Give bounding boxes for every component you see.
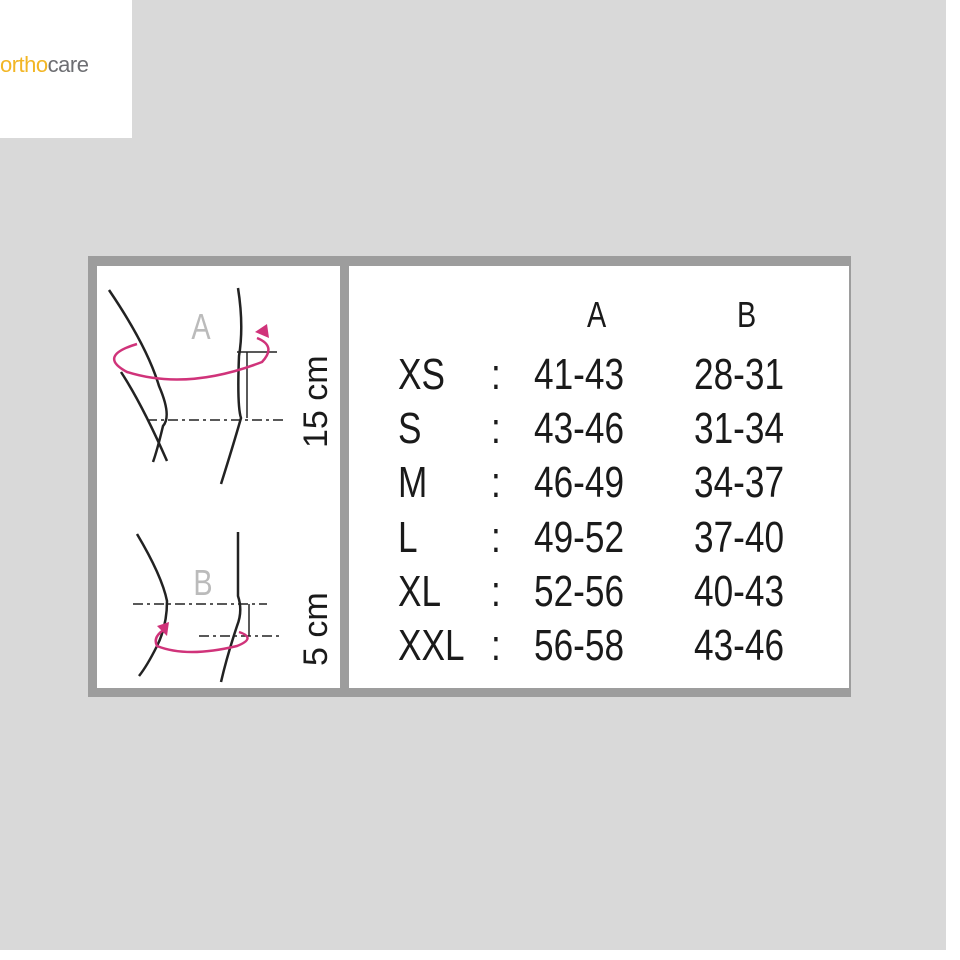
column-header-a: A xyxy=(587,294,607,335)
logo-care: care xyxy=(47,52,89,77)
cell-a: 43-46 xyxy=(534,404,625,454)
cell-a: 46-49 xyxy=(534,458,625,508)
cell-size: M xyxy=(398,458,428,508)
cell-b: 34-37 xyxy=(694,458,785,508)
measurement-diagram: A B 15 cm 5 cm xyxy=(97,266,340,688)
separator: : xyxy=(491,621,501,670)
cell-b: 40-43 xyxy=(694,566,785,616)
cell-size: XL xyxy=(398,566,442,616)
dimension-b: 5 cm xyxy=(297,592,335,666)
dimension-a: 15 cm xyxy=(297,355,335,448)
body-outline-icon xyxy=(107,287,287,683)
cell-a: 41-43 xyxy=(534,350,625,399)
cell-size: L xyxy=(398,512,418,562)
separator: : xyxy=(491,512,501,562)
cell-b: 28-31 xyxy=(694,350,785,399)
separator: : xyxy=(491,350,501,399)
cell-a: 49-52 xyxy=(534,512,625,562)
cell-b: 37-40 xyxy=(694,512,785,562)
cell-a: 52-56 xyxy=(534,566,625,616)
separator: : xyxy=(491,566,501,616)
arrow-icon xyxy=(255,324,269,338)
column-header-b: B xyxy=(737,294,757,335)
separator: : xyxy=(491,458,501,508)
cell-size: XS xyxy=(398,350,445,399)
logo: orthocare xyxy=(0,0,132,138)
label-b: B xyxy=(193,562,213,603)
cell-size: S xyxy=(398,404,422,454)
cell-b: 43-46 xyxy=(694,621,785,670)
logo-ortho: ortho xyxy=(0,52,48,77)
separator: : xyxy=(491,404,501,454)
arrow-icon xyxy=(157,622,169,636)
cell-size: XXL xyxy=(398,621,465,670)
cell-a: 56-58 xyxy=(534,621,625,670)
cell-b: 31-34 xyxy=(694,404,785,454)
label-a: A xyxy=(191,306,211,347)
size-table: A B XS:41-43 28-31 S:43-46 31-34 M:46-49 34-3… xyxy=(349,266,849,688)
